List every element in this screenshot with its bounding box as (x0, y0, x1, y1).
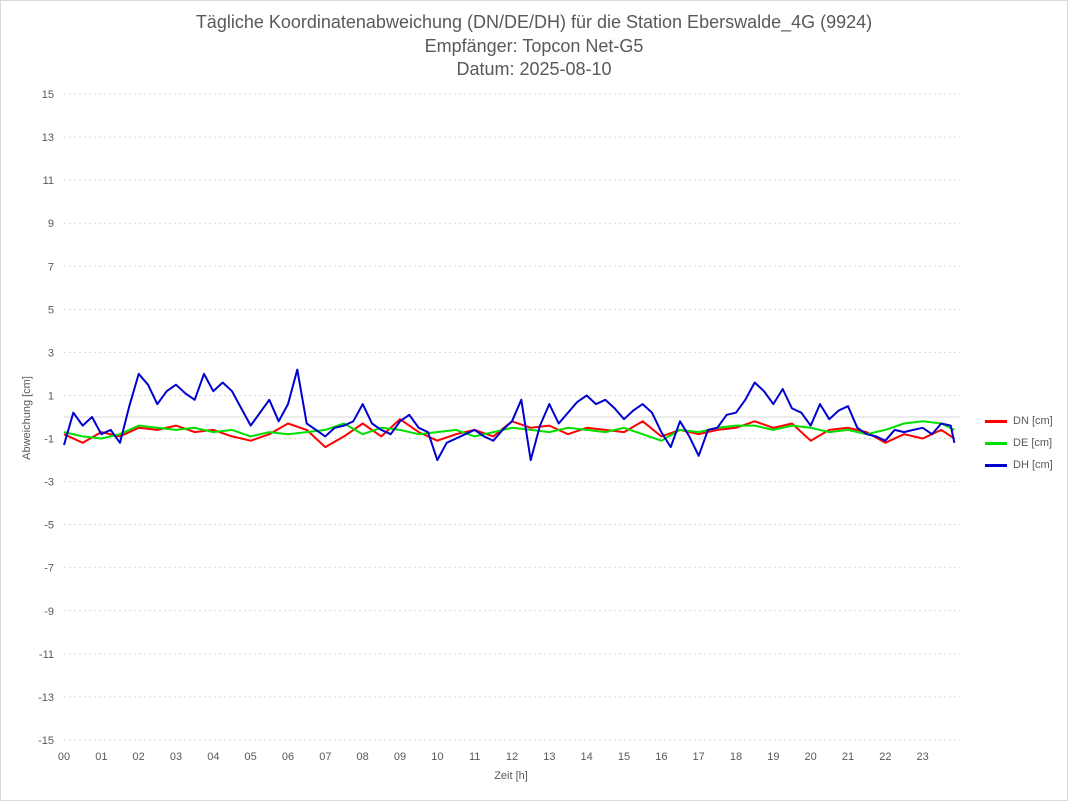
series-line-dh (63, 368, 956, 462)
x-tick-label: 18 (730, 751, 742, 763)
y-tick-label: 11 (43, 175, 54, 187)
y-tick-label: 13 (42, 132, 54, 144)
y-tick-label: -15 (38, 735, 54, 747)
x-tick-label: 03 (170, 751, 182, 763)
y-tick-label: 1 (48, 390, 54, 402)
x-tick-label: 14 (581, 751, 593, 763)
series-line-de (63, 420, 955, 442)
x-tick-label: 13 (543, 751, 555, 763)
x-tick-label: 20 (805, 751, 817, 763)
y-tick-label: -5 (44, 520, 54, 532)
x-tick-label: 12 (506, 751, 518, 763)
grid (64, 93, 960, 741)
y-tick-label: 15 (42, 89, 54, 101)
x-tick-label: 11 (469, 751, 480, 763)
legend: DN [cm] DE [cm] DH [cm] (985, 410, 1053, 476)
series-lines (63, 368, 956, 462)
y-tick-label: -1 (44, 434, 54, 446)
legend-swatch-dn (985, 419, 1007, 423)
y-tick-label: -7 (44, 563, 54, 575)
legend-item-dn[interactable]: DN [cm] (985, 410, 1053, 432)
x-axis-label: Zeit [h] (494, 770, 528, 782)
y-axis-label: Abweichung [cm] (21, 376, 33, 460)
x-tick-label: 19 (767, 751, 779, 763)
legend-label-dn: DN [cm] (1013, 415, 1053, 427)
y-tick-label: 9 (48, 218, 54, 230)
x-tick-label: 21 (842, 751, 854, 763)
legend-swatch-de (985, 441, 1007, 445)
y-tick-label: 7 (48, 261, 54, 273)
chart-title-line-2: Empfänger: Topcon Net-G5 (424, 36, 644, 56)
y-tick-label: -3 (44, 477, 54, 489)
x-tick-label: 04 (207, 751, 219, 763)
x-tick-label: 02 (133, 751, 145, 763)
y-tick-label: -13 (38, 692, 54, 704)
x-tick-label: 16 (655, 751, 667, 763)
x-tick-label: 01 (95, 751, 107, 763)
y-tick-label: 3 (48, 347, 54, 359)
x-tick-label: 00 (58, 751, 70, 763)
x-tick-label: 22 (879, 751, 891, 763)
legend-item-de[interactable]: DE [cm] (985, 432, 1053, 454)
x-tick-label: 17 (693, 751, 705, 763)
x-tick-label: 23 (917, 751, 929, 763)
y-tick-labels: 15 13 11 9 7 5 3 1 -1 -3 -5 -7 -9 -11 -13 -15 (38, 89, 54, 747)
y-tick-label: 5 (48, 304, 54, 316)
y-tick-label: -11 (39, 649, 54, 661)
legend-label-dh: DH [cm] (1013, 459, 1053, 471)
x-tick-label: 07 (319, 751, 331, 763)
chart-title-line-3: Datum: 2025-08-10 (456, 59, 612, 79)
x-tick-label: 15 (618, 751, 630, 763)
x-tick-label: 09 (394, 751, 406, 763)
x-tick-label: 06 (282, 751, 294, 763)
chart-title-line-1: Tägliche Koordinatenabweichung (DN/DE/DH… (195, 12, 873, 32)
legend-item-dh[interactable]: DH [cm] (985, 454, 1053, 476)
x-tick-label: 05 (245, 751, 257, 763)
x-tick-label: 08 (357, 751, 369, 763)
legend-swatch-dh (985, 463, 1007, 467)
y-tick-label: -9 (44, 606, 54, 618)
legend-label-de: DE [cm] (1013, 437, 1053, 449)
x-tick-labels: 00 01 02 03 04 05 06 07 08 09 10 11 12 13 14 15 16 17 18 19… (58, 751, 929, 763)
x-tick-label: 10 (431, 751, 443, 763)
